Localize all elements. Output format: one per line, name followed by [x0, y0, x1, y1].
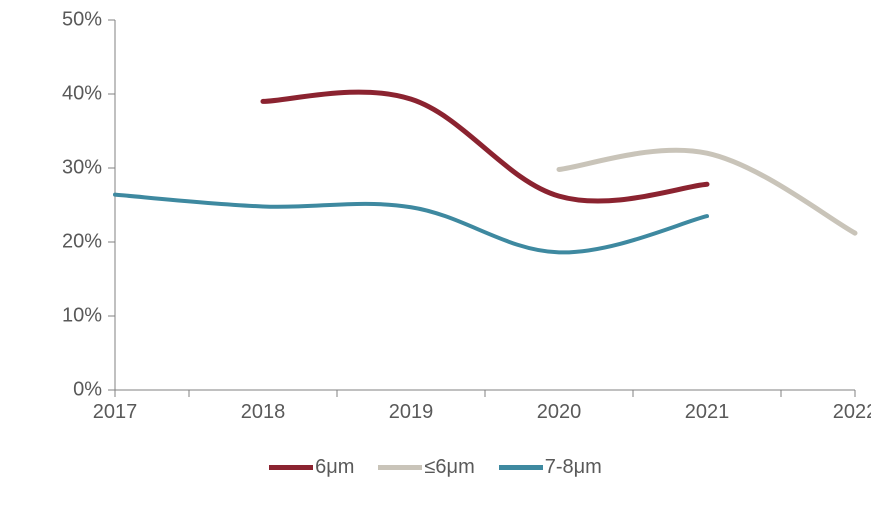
legend-swatch	[378, 465, 422, 470]
svg-text:2018: 2018	[241, 401, 286, 423]
svg-text:0%: 0%	[73, 378, 102, 400]
legend-label: 7-8μm	[545, 456, 602, 479]
legend-item: 7-8μm	[499, 456, 602, 479]
legend-item: 6μm	[269, 456, 354, 479]
svg-text:2020: 2020	[537, 401, 582, 423]
svg-text:30%: 30%	[62, 156, 102, 178]
svg-text:2021: 2021	[685, 401, 730, 423]
chart-canvas: 0% 10% 20% 30% 40% 50% 2017 2018 2019 2020 2021 202…	[0, 0, 871, 506]
svg-text:10%: 10%	[62, 304, 102, 326]
svg-text:50%: 50%	[62, 8, 102, 30]
legend-label: ≤6μm	[424, 456, 474, 479]
svg-text:40%: 40%	[62, 82, 102, 104]
legend-label: 6μm	[315, 456, 354, 479]
legend-swatch	[269, 465, 313, 470]
svg-text:2022: 2022	[833, 401, 871, 423]
legend-item: ≤6μm	[378, 456, 474, 479]
svg-text:2017: 2017	[93, 401, 138, 423]
line-chart: 0% 10% 20% 30% 40% 50% 2017 2018 2019 2020 2021 202…	[0, 0, 871, 506]
svg-text:20%: 20%	[62, 230, 102, 252]
legend-swatch	[499, 465, 543, 470]
svg-text:2019: 2019	[389, 401, 434, 423]
chart-legend: 6μm ≤6μm 7-8μm	[0, 456, 871, 479]
